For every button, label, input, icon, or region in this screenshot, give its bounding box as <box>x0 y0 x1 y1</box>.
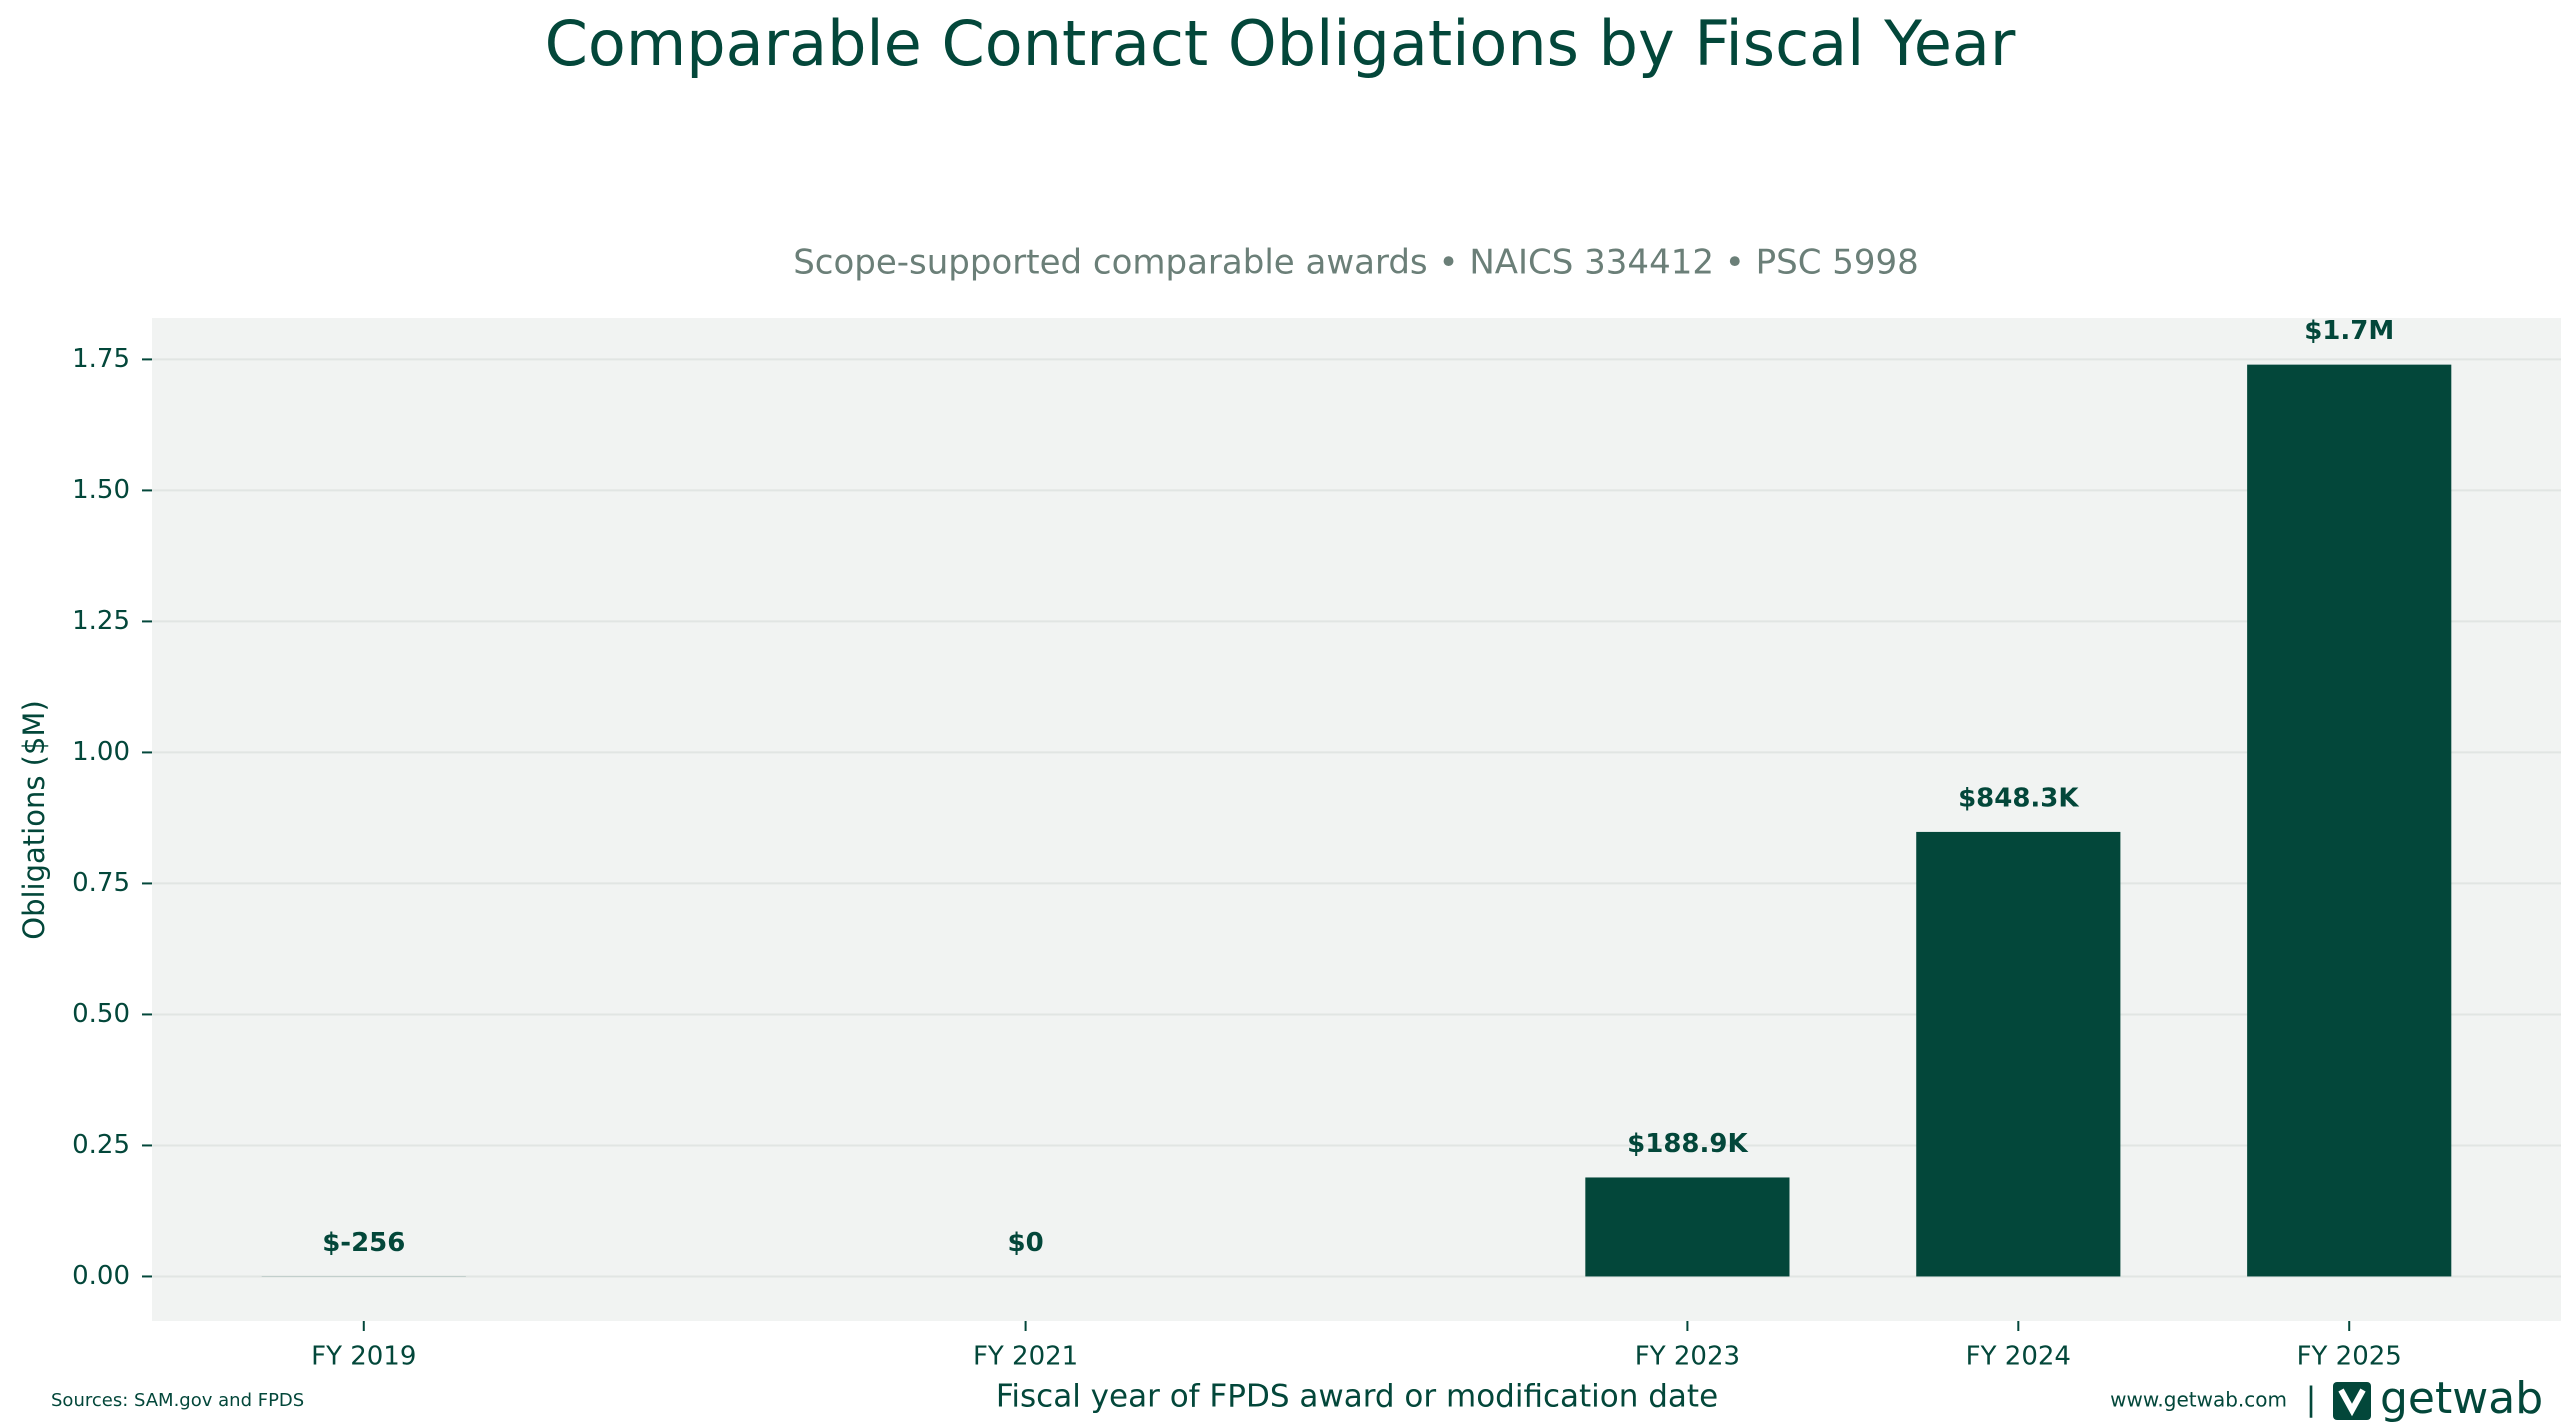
x-tick-label: FY 2024 <box>1966 1342 2071 1372</box>
logo: getwab <box>2333 1373 2543 1424</box>
value-label: $1.7M <box>2304 316 2394 346</box>
x-tick-label: FY 2025 <box>2297 1342 2402 1372</box>
y-tick-label: 1.75 <box>72 344 130 374</box>
chart-subtitle: Scope-supported comparable awards • NAIC… <box>793 243 1919 283</box>
plot-area <box>152 318 2561 1321</box>
chart-title: Comparable Contract Obligations by Fisca… <box>545 7 2016 80</box>
bar <box>2247 364 2452 1277</box>
y-tick-label: 1.25 <box>72 606 130 636</box>
x-tick-label: FY 2019 <box>311 1342 416 1372</box>
y-tick-label: 1.00 <box>72 737 130 767</box>
value-label: $848.3K <box>1958 783 2079 813</box>
x-tick-label: FY 2021 <box>973 1342 1078 1372</box>
separator: | <box>2306 1380 2317 1418</box>
x-tick-label: FY 2023 <box>1635 1342 1740 1372</box>
y-tick-label: 0.75 <box>72 868 130 898</box>
value-label: $-256 <box>322 1228 405 1258</box>
bar <box>1585 1177 1790 1277</box>
website: www.getwab.com <box>2110 1388 2287 1412</box>
sources: Sources: SAM.gov and FPDS <box>51 1390 304 1411</box>
y-tick-label: 1.50 <box>72 475 130 505</box>
brand: getwab <box>2380 1373 2543 1424</box>
y-tick-label: 0.50 <box>72 999 130 1029</box>
y-axis-label: Obligations ($M) <box>17 700 51 940</box>
value-label: $188.9K <box>1627 1129 1748 1159</box>
logo-glyph <box>2338 1388 2366 1417</box>
value-label: $0 <box>1007 1228 1043 1258</box>
y-tick-label: 0.00 <box>72 1261 130 1291</box>
x-axis-label: Fiscal year of FPDS award or modificatio… <box>996 1379 1718 1415</box>
y-tick-label: 0.25 <box>72 1130 130 1160</box>
bar <box>1916 831 2121 1277</box>
